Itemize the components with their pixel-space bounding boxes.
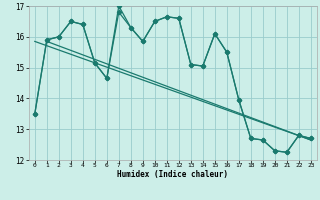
- X-axis label: Humidex (Indice chaleur): Humidex (Indice chaleur): [117, 170, 228, 179]
